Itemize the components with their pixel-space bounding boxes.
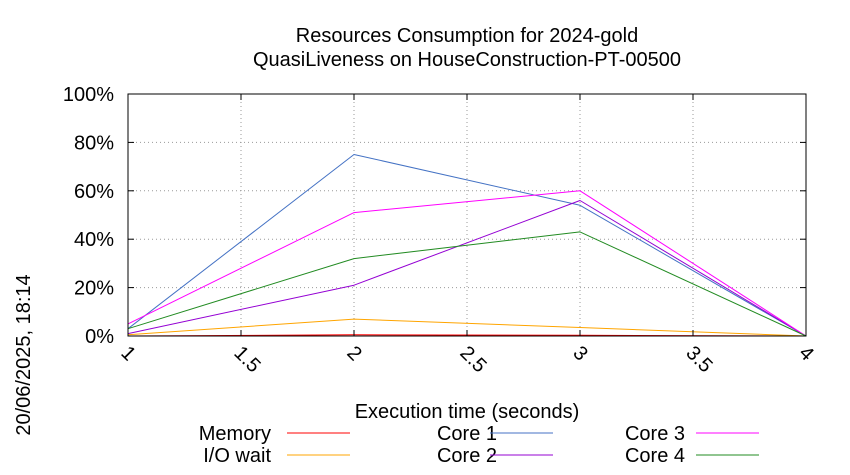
y-tick-label: 60% — [74, 181, 114, 203]
legend-label: I/O wait — [203, 445, 271, 467]
x-tick-label: 2.5 — [455, 342, 490, 377]
chart-title-line-1: Resources Consumption for 2024-gold — [296, 25, 638, 47]
grid — [128, 94, 806, 336]
legend-item-core-3: Core 3 — [625, 423, 759, 445]
y-tick-label: 40% — [74, 229, 114, 251]
y-tick-label: 80% — [74, 132, 114, 154]
timestamp-label: 20/06/2025, 18:14 — [13, 274, 35, 435]
legend-label: Core 1 — [437, 423, 497, 445]
legend-label: Core 4 — [625, 445, 685, 467]
x-tick-label: 1 — [116, 342, 139, 365]
legend-item-core-4: Core 4 — [625, 445, 759, 467]
x-tick-label: 1.5 — [229, 342, 264, 377]
series-lines — [127, 154, 807, 337]
x-tick-label: 2 — [342, 342, 365, 365]
legend-item-memory: Memory — [199, 423, 350, 445]
y-tick-label: 0% — [85, 326, 114, 348]
legend-item-i-o-wait: I/O wait — [203, 445, 350, 467]
series-line-core-2 — [127, 200, 807, 337]
legend-label: Core 2 — [437, 445, 497, 467]
x-tick-label: 3.5 — [681, 342, 716, 377]
legend-label: Memory — [199, 423, 271, 445]
x-tick-label: 4 — [794, 342, 817, 365]
x-tick-label: 3 — [568, 342, 591, 365]
legend-item-core-2: Core 2 — [437, 445, 553, 467]
x-axis-label: Execution time (seconds) — [355, 401, 580, 423]
y-tick-label: 100% — [63, 84, 114, 106]
axis-ticks: 1 1.5 2 2.5 3 3.5 40%20%40%60%80%100% — [63, 84, 818, 377]
y-tick-label: 20% — [74, 278, 114, 300]
legend-label: Core 3 — [625, 423, 685, 445]
series-line-core-3 — [127, 190, 807, 337]
chart-title-line-2: QuasiLiveness on HouseConstruction-PT-00… — [253, 49, 681, 71]
series-line-core-4 — [127, 231, 807, 337]
legend-item-core-1: Core 1 — [437, 423, 553, 445]
series-line-core-1 — [127, 154, 807, 337]
